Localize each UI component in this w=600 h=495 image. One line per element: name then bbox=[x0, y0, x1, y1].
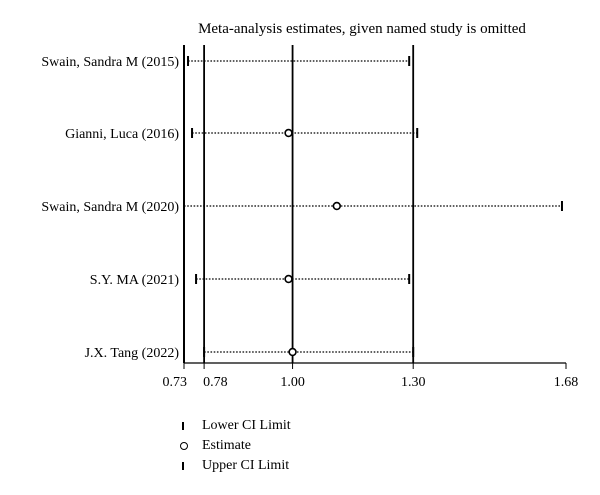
lower-ci-tick-icon bbox=[180, 422, 202, 430]
estimate-point-2 bbox=[332, 201, 341, 211]
study-label-1: Gianni, Luca (2016) bbox=[65, 127, 179, 142]
legend-item-upper: Upper CI Limit bbox=[180, 456, 291, 476]
estimate-point-4 bbox=[288, 347, 297, 357]
legend-label-estimate: Estimate bbox=[202, 438, 251, 453]
plot-area: 0.73 0.78 1.00 1.30 1.68 Swain, Sandra M (201… bbox=[41, 45, 578, 390]
estimate-point-3 bbox=[284, 274, 293, 284]
study-label-0: Swain, Sandra M (2015) bbox=[41, 55, 179, 70]
study-label-3: S.Y. MA (2021) bbox=[90, 273, 180, 288]
estimate-circle-icon bbox=[180, 442, 202, 450]
legend-label-lower: Lower CI Limit bbox=[202, 418, 291, 433]
x-tick-label-1: 0.78 bbox=[203, 375, 228, 390]
legend-item-estimate: Estimate bbox=[180, 436, 291, 456]
upper-ci-tick-icon bbox=[180, 462, 202, 470]
legend-item-lower: Lower CI Limit bbox=[180, 416, 291, 436]
x-tick-label-0: 0.73 bbox=[163, 375, 188, 390]
study-label-4: J.X. Tang (2022) bbox=[85, 346, 180, 361]
study-label-2: Swain, Sandra M (2020) bbox=[41, 200, 179, 215]
legend: Lower CI Limit Estimate Upper CI Limit bbox=[180, 416, 291, 476]
x-tick-label-2: 1.00 bbox=[280, 375, 305, 390]
chart-title: Meta-analysis estimates, given named stu… bbox=[198, 21, 526, 37]
legend-label-upper: Upper CI Limit bbox=[202, 458, 290, 473]
estimate-point-1 bbox=[284, 128, 293, 138]
x-tick-label-3: 1.30 bbox=[401, 375, 426, 390]
x-tick-label-4: 1.68 bbox=[554, 375, 579, 390]
